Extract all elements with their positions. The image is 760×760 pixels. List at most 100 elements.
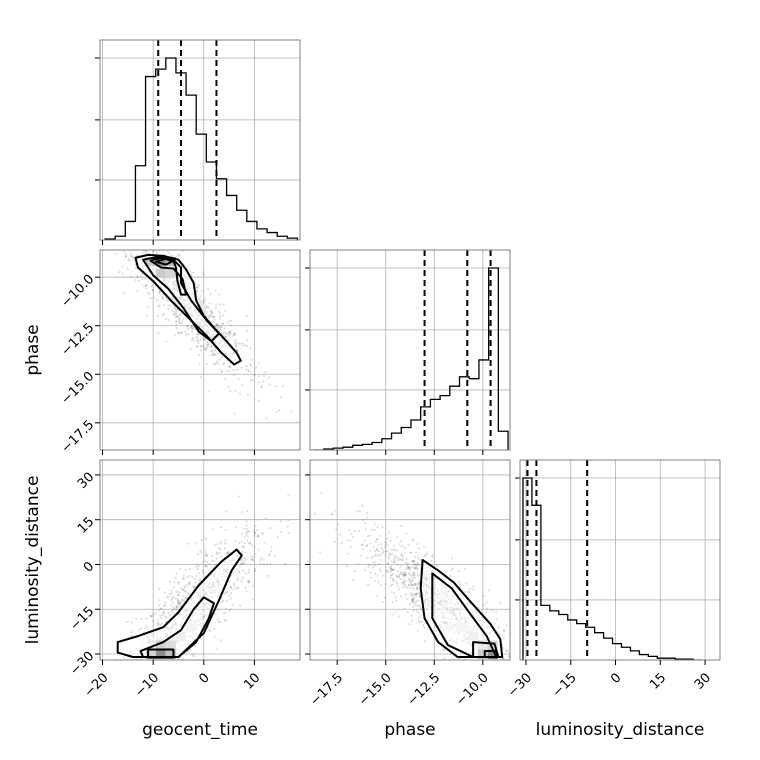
scatter-point <box>368 563 372 567</box>
scatter-point <box>238 565 241 568</box>
scatter-point <box>254 367 257 370</box>
scatter-point <box>237 377 240 380</box>
scatter-point <box>388 553 391 556</box>
scatter-point <box>506 678 508 680</box>
scatter-point <box>381 549 384 552</box>
panel-phase-vs-luminosity_distance: −17.5 −15.0 −12.5 −10.0 <box>305 459 511 709</box>
scatter-point <box>273 554 277 557</box>
scatter-point <box>157 618 160 622</box>
scatter-point <box>130 667 132 669</box>
scatter-point <box>257 381 260 384</box>
scatter-point <box>361 543 364 546</box>
scatter-point <box>180 331 183 334</box>
scatter-point <box>127 676 129 678</box>
scatter-point <box>419 620 422 624</box>
scatter-point <box>411 560 414 564</box>
scatter-point <box>114 252 117 255</box>
scatter-point <box>385 549 389 553</box>
scatter-point <box>194 581 197 584</box>
scatter-point <box>396 556 399 560</box>
scatter-point <box>218 546 221 550</box>
scatter-point <box>410 614 413 617</box>
scatter-point <box>189 648 192 652</box>
scatter-point <box>110 694 112 696</box>
scatter-point <box>269 546 273 549</box>
scatter-point <box>252 555 255 559</box>
scatter-point <box>241 562 244 565</box>
scatter-point <box>152 619 155 622</box>
scatter-point <box>384 550 387 553</box>
scatter-point <box>404 573 407 576</box>
scatter-point <box>487 669 489 671</box>
scatter-point <box>392 579 395 583</box>
scatter-point <box>175 320 178 323</box>
scatter-point <box>171 310 174 313</box>
scatter-point <box>408 580 412 583</box>
scatter-point <box>377 563 381 566</box>
scatter-point <box>251 598 255 601</box>
scatter-point <box>150 615 153 618</box>
scatter-point <box>172 606 175 609</box>
scatter-point <box>421 620 424 623</box>
scatter-point <box>159 242 161 244</box>
scatter-point <box>380 547 383 550</box>
scatter-point <box>229 586 233 589</box>
scatter-point <box>192 585 196 588</box>
scatter-point <box>254 524 257 527</box>
scatter-point <box>477 600 480 603</box>
scatter-point <box>262 558 265 561</box>
scatter-point <box>175 311 178 314</box>
scatter-point <box>372 545 375 549</box>
scatter-point <box>482 603 485 606</box>
scatter-point <box>131 661 133 663</box>
scatter-point <box>393 568 396 571</box>
scatter-point <box>151 250 155 253</box>
scatter-point <box>412 587 415 590</box>
scatter-point <box>279 520 283 523</box>
scatter-point <box>150 615 154 618</box>
scatter-point <box>161 670 163 672</box>
scatter-point <box>411 598 415 601</box>
scatter-point <box>286 525 289 528</box>
scatter-point <box>416 629 420 632</box>
scatter-point <box>201 561 204 564</box>
scatter-point <box>156 314 160 317</box>
scatter-point <box>249 364 253 367</box>
scatter-point <box>231 604 234 607</box>
scatter-point <box>463 567 467 571</box>
scatter-point <box>373 528 376 531</box>
scatter-point <box>251 558 254 561</box>
scatter-point <box>233 333 236 336</box>
scatter-point <box>124 254 128 258</box>
scatter-point <box>172 671 174 673</box>
scatter-point <box>391 568 394 571</box>
scatter-point <box>228 370 231 373</box>
scatter-point <box>383 545 386 549</box>
scatter-point <box>195 574 198 577</box>
scatter-point <box>209 310 213 313</box>
scatter-point <box>198 572 201 575</box>
scatter-point <box>501 673 503 675</box>
scatter-point <box>407 566 410 570</box>
scatter-point <box>414 593 418 596</box>
scatter-point <box>493 622 496 625</box>
scatter-point <box>250 558 253 561</box>
scatter-point <box>241 384 244 387</box>
scatter-point <box>228 334 232 338</box>
scatter-point <box>97 226 99 228</box>
scatter-point <box>412 593 415 596</box>
scatter-point <box>241 562 245 566</box>
scatter-point <box>109 225 111 227</box>
scatter-point <box>491 668 493 670</box>
scatter-point <box>188 574 191 578</box>
scatter-point <box>194 282 198 285</box>
scatter-point <box>361 548 364 551</box>
scatter-point <box>211 565 214 569</box>
scatter-point <box>97 232 99 234</box>
scatter-point <box>391 553 394 556</box>
scatter-point <box>208 342 211 346</box>
scatter-point <box>126 267 129 270</box>
scatter-point <box>250 543 253 546</box>
scatter-point <box>177 666 179 668</box>
scatter-point <box>210 309 213 313</box>
